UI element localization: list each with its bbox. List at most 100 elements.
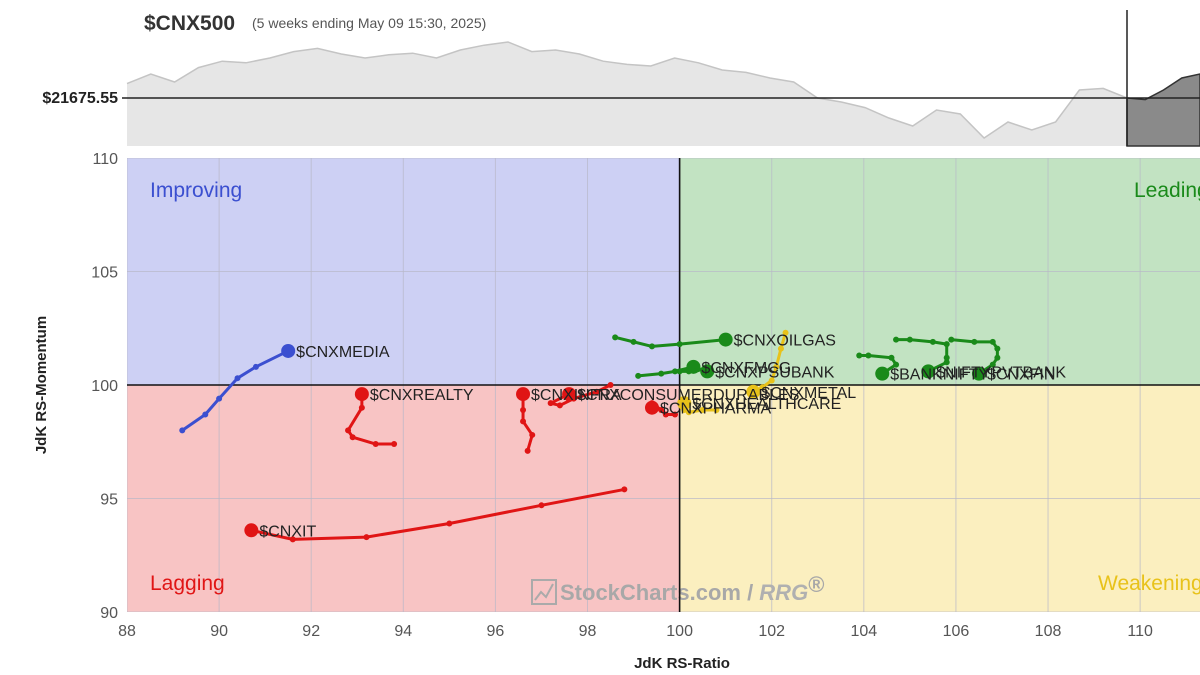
benchmark-area-fill <box>127 42 1127 146</box>
series-point <box>989 338 996 345</box>
benchmark-line <box>126 41 1128 139</box>
series-head-cnxoilgas <box>718 332 733 347</box>
series-label-cnxpsubank: $CNXPSUBANK <box>715 364 834 381</box>
benchmark-symbol: $CNX500 <box>144 12 235 35</box>
series-line-cnxmedia <box>180 349 290 432</box>
series-head-cnxrealty <box>354 387 369 402</box>
x-tick-label: 110 <box>1127 623 1153 640</box>
series-head-banknifty <box>875 366 890 381</box>
series-cnxfin <box>948 336 1001 381</box>
x-tick-label: 104 <box>850 623 877 640</box>
series-cnxhealthcare <box>677 396 720 416</box>
series-point <box>556 402 563 409</box>
series-point <box>906 336 913 343</box>
series-point <box>363 534 370 541</box>
series-head-cnxhealthcare <box>677 396 692 411</box>
series-point <box>888 354 895 361</box>
x-tick-label: 96 <box>487 623 505 640</box>
series-head-cnxpharma <box>644 400 659 415</box>
series-point <box>547 400 554 407</box>
series-point <box>662 411 669 418</box>
series-point <box>658 370 665 377</box>
series-label-cnxinfra: $CNXINFRA <box>531 387 622 404</box>
series-point <box>520 406 527 413</box>
series-point <box>685 368 692 375</box>
series-head-cnxinfra <box>516 387 531 402</box>
series-point <box>529 431 536 438</box>
series-point <box>948 336 955 343</box>
series-tails <box>179 329 1001 543</box>
series-head-cnxconsumerdurables <box>562 387 577 402</box>
series-point <box>695 366 702 373</box>
series-point <box>676 341 683 348</box>
series-point <box>676 368 683 375</box>
series-point <box>179 427 186 434</box>
series-point <box>865 352 872 359</box>
series-point <box>391 441 398 448</box>
series-point <box>234 375 241 382</box>
quadrant-label-improving: Improving <box>150 179 242 202</box>
series-cnxpharma <box>644 400 679 418</box>
series-head-cnxpsubank <box>700 364 715 379</box>
series-point <box>372 441 379 448</box>
series-point <box>658 406 665 413</box>
series-point <box>994 354 1001 361</box>
x-tick-label: 100 <box>666 623 693 640</box>
series-point <box>524 447 531 454</box>
x-tick-label: 108 <box>1035 623 1062 640</box>
stockcharts-logo-icon <box>531 579 557 605</box>
series-point <box>345 427 352 434</box>
series-point <box>768 377 775 384</box>
x-tick-label: 106 <box>943 623 970 640</box>
series-cnxoilgas <box>612 332 733 350</box>
x-axis-label: JdK RS-Ratio <box>634 655 730 672</box>
series-head-cnxmedia <box>281 343 296 358</box>
x-tick-label: 92 <box>302 623 320 640</box>
benchmark-area <box>122 10 1200 147</box>
x-tick-label: 98 <box>579 623 597 640</box>
series-point <box>893 361 900 368</box>
series-point <box>699 406 706 413</box>
watermark-reg-mark: ® <box>808 572 824 597</box>
series-point <box>777 345 784 352</box>
series-point <box>713 406 720 413</box>
series-point <box>593 388 600 395</box>
svg-text:StockCharts.com / RRG®: StockCharts.com / RRG® <box>560 572 824 605</box>
series-label-cnxrealty: $CNXREALTY <box>370 387 474 404</box>
series-point <box>612 334 619 341</box>
y-tick-label: 90 <box>100 605 118 622</box>
quadrant-label-lagging: Lagging <box>150 572 225 595</box>
y-axis-ticks: 90 95 100 105 110 <box>91 151 118 622</box>
series-banknifty <box>856 352 900 381</box>
series-point <box>893 336 900 343</box>
series-point <box>989 361 996 368</box>
benchmark-price-label: $21675.55 <box>42 90 118 107</box>
benchmark-current-area <box>1126 73 1200 147</box>
series-head-cnxmetal <box>746 384 761 399</box>
series-head-cnxit <box>244 523 259 538</box>
series-point <box>520 418 527 425</box>
series-point <box>856 352 863 359</box>
series-point <box>648 343 655 350</box>
x-tick-label: 88 <box>118 623 136 640</box>
series-line-cnxfmcg <box>636 365 695 378</box>
benchmark-subtitle: (5 weeks ending May 09 15:30, 2025) <box>252 15 486 31</box>
x-tick-label: 90 <box>210 623 228 640</box>
x-tick-label: 94 <box>394 623 412 640</box>
series-cnxrealty <box>345 387 398 448</box>
quadrant-label-leading: Leading <box>1134 179 1200 202</box>
series-point <box>759 384 766 391</box>
x-tick-label: 102 <box>758 623 785 640</box>
series-point <box>216 395 223 402</box>
quadrant-label-weakening: Weakening <box>1098 572 1200 595</box>
y-axis-label: JdK RS-Momentum <box>33 316 50 454</box>
series-point <box>943 341 950 348</box>
series-cnxit <box>244 486 628 543</box>
series-head-niftypvtbank <box>921 364 936 379</box>
series-point <box>672 368 679 375</box>
y-tick-label: 95 <box>100 492 118 509</box>
series-labels: $CNXMEDIA $CNXREALTY $CNXIT $CNXINFRA$CNXCO… <box>259 333 1066 541</box>
series-niftypvtbank <box>893 336 950 379</box>
series-point <box>289 536 296 543</box>
y-tick-label: 100 <box>91 378 118 395</box>
